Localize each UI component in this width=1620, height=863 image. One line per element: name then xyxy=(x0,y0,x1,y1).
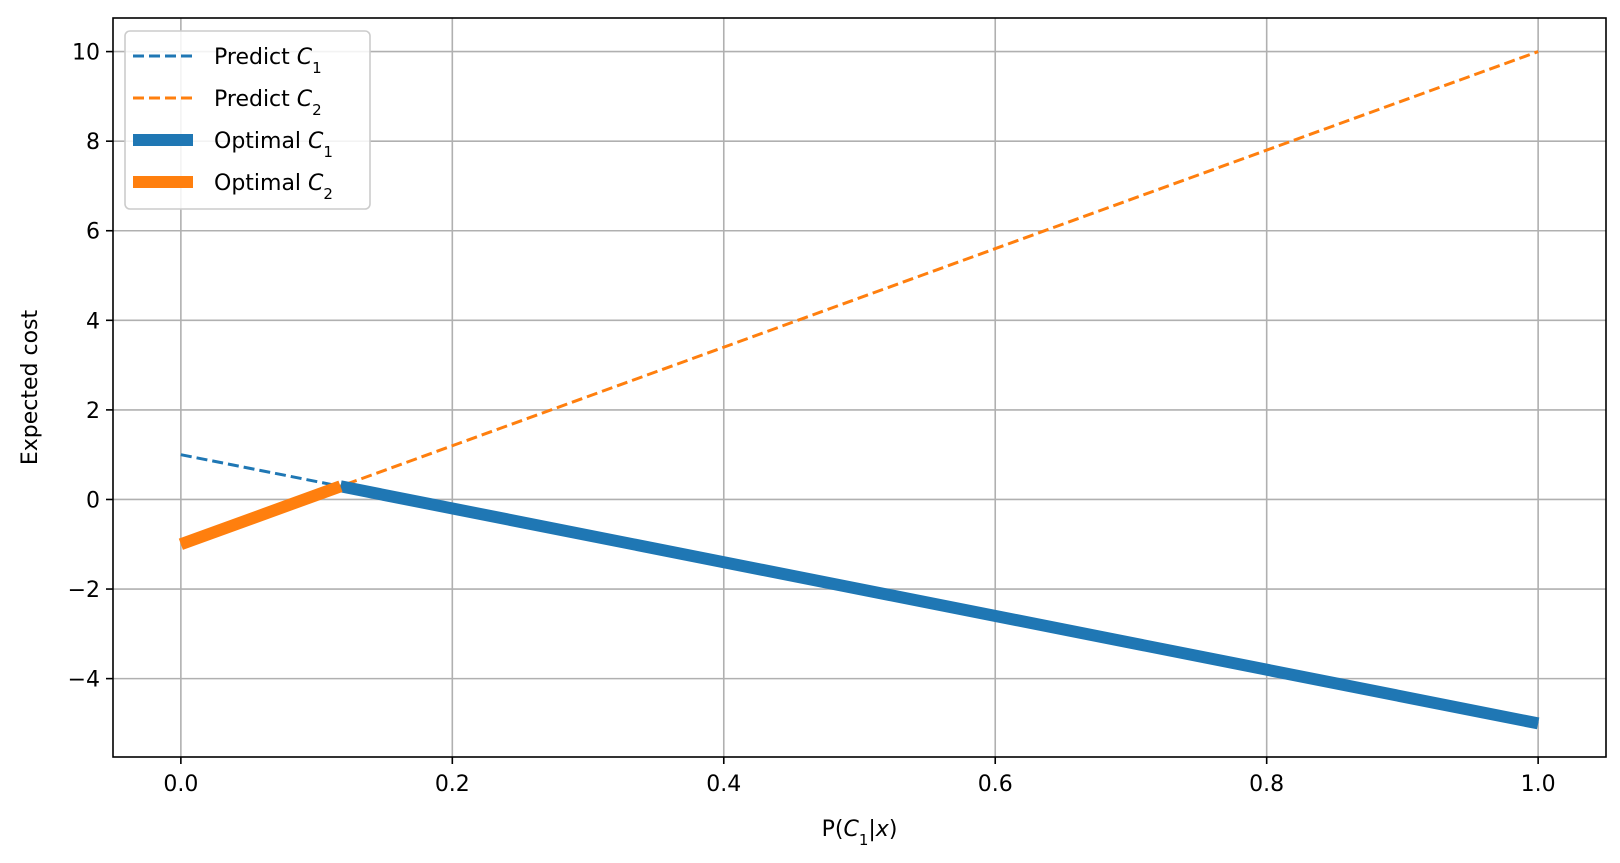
legend-label: Optimal C1 xyxy=(214,129,333,161)
y-tick-label: 4 xyxy=(86,309,100,334)
x-axis-label: P(C1|x) xyxy=(822,817,898,849)
grid xyxy=(113,18,1606,757)
x-tick-label: 0.4 xyxy=(706,772,741,797)
legend-box xyxy=(124,30,371,210)
x-ticks: 0.0 0.2 0.4 0.6 0.8 1.0 xyxy=(163,757,1556,797)
y-ticks: −4 −2 0 2 4 6 8 10 xyxy=(68,41,113,693)
x-tick-label: 0.6 xyxy=(978,772,1013,797)
y-tick-label: 0 xyxy=(86,488,100,513)
plot-frame xyxy=(112,17,1607,758)
y-tick-label: 2 xyxy=(86,399,100,424)
legend-label: Predict C2 xyxy=(214,87,322,119)
x-tick-label: 0.0 xyxy=(163,772,198,797)
series-layer xyxy=(178,50,1540,730)
y-tick-label: 6 xyxy=(86,220,100,245)
y-tick-label: −4 xyxy=(68,668,100,693)
series-optimal-c2 xyxy=(178,480,343,550)
x-tick-label: 1.0 xyxy=(1521,772,1556,797)
series-predict-c2 xyxy=(180,50,1539,546)
y-tick-label: 8 xyxy=(86,130,100,155)
y-tick-label: 10 xyxy=(72,41,100,66)
series-optimal-c1 xyxy=(339,480,1540,730)
legend-label: Optimal C2 xyxy=(214,171,333,203)
x-tick-label: 0.2 xyxy=(435,772,470,797)
y-tick-label: −2 xyxy=(68,578,100,603)
x-tick-label: 0.8 xyxy=(1249,772,1284,797)
y-axis-label: Expected cost xyxy=(18,309,43,465)
legend-label: Predict C1 xyxy=(214,45,322,77)
legend: Predict C1 Predict C2 Optimal C1 Optimal C2 xyxy=(124,30,371,210)
